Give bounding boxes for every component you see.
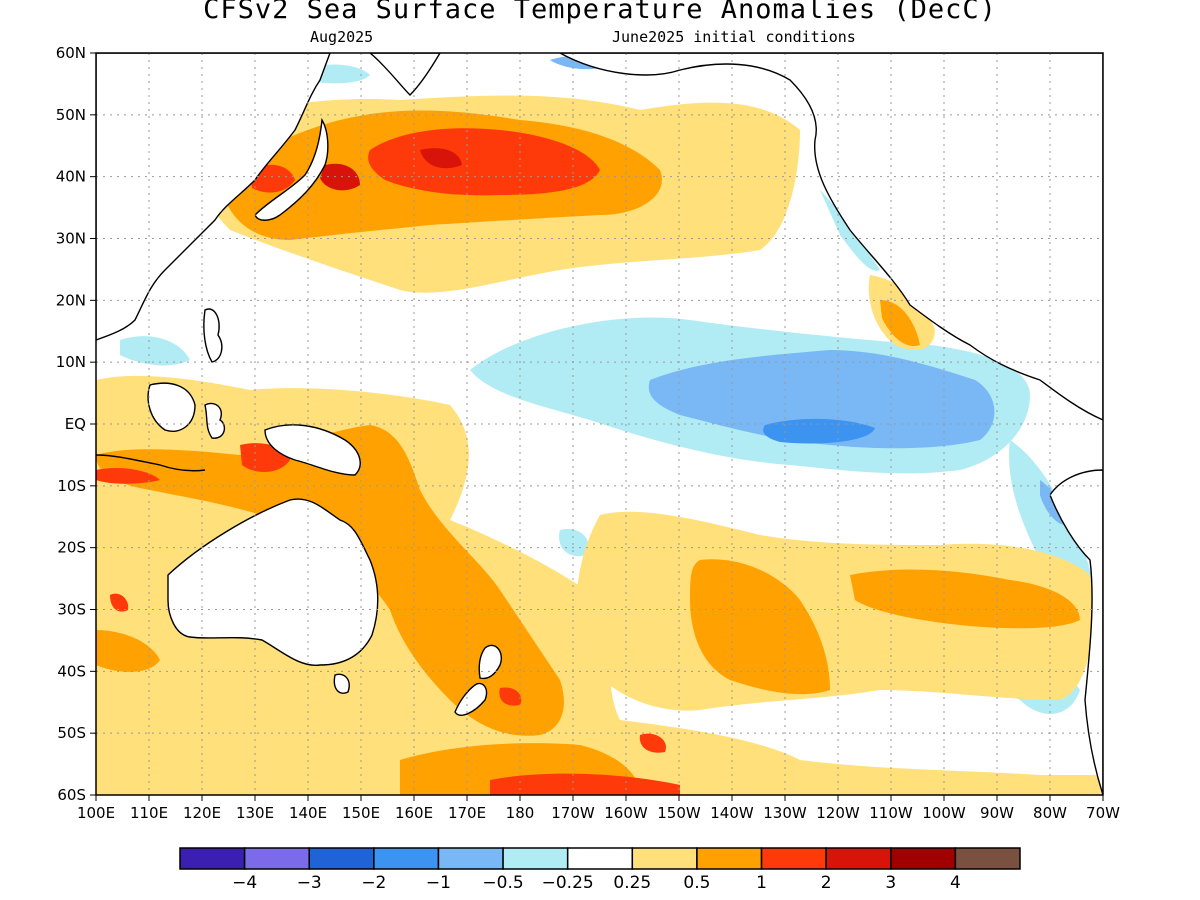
colorbar-swatch xyxy=(308,847,375,870)
lat-tick-label: 60S xyxy=(57,786,86,804)
lon-tick-label: 110W xyxy=(869,804,913,822)
lat-tick-label: EQ xyxy=(65,415,86,433)
colorbar-swatch xyxy=(373,847,440,870)
lon-tick-label: 90W xyxy=(980,804,1014,822)
lat-tick-label: 20N xyxy=(56,291,86,309)
lon-tick-label: 140W xyxy=(710,804,754,822)
chart-title: CFSv2 Sea Surface Temperature Anomalies … xyxy=(203,0,997,25)
lon-tick-label: 140E xyxy=(289,804,327,822)
colorbar-label: −4 xyxy=(232,873,257,893)
colorbar-label: −0.25 xyxy=(542,873,594,893)
colorbar-swatch xyxy=(760,847,827,870)
lon-tick-label: 70W xyxy=(1086,804,1120,822)
lat-tick-label: 40N xyxy=(56,168,86,186)
colorbar-label: 1 xyxy=(756,873,767,893)
lat-tick-label: 30N xyxy=(56,230,86,248)
colorbar-swatch xyxy=(631,847,698,870)
lon-tick-label: 120E xyxy=(183,804,221,822)
lon-tick-label: 100E xyxy=(77,804,115,822)
lat-tick-label: 20S xyxy=(57,539,86,557)
colorbar-swatch xyxy=(954,847,1021,870)
lat-tick-label: 50S xyxy=(57,724,86,742)
colorbar: −4 −3 −2 −1 −0.5 −0.25 0.25 0.5 1 2 3 4 xyxy=(179,847,1021,893)
lon-tick-label: 180 xyxy=(506,804,535,822)
lon-tick-label: 130W xyxy=(763,804,807,822)
colorbar-swatch xyxy=(243,847,310,870)
longitude-axis: 100E 110E 120E 130E 140E 150E 160E 170E 180 170W 1… xyxy=(77,795,1120,822)
lon-tick-label: 150E xyxy=(342,804,380,822)
lon-tick-label: 110E xyxy=(130,804,168,822)
colorbar-swatch xyxy=(825,847,892,870)
colorbar-label: −2 xyxy=(361,873,386,893)
lon-tick-label: 130E xyxy=(236,804,274,822)
colorbar-swatch xyxy=(179,847,246,870)
colorbar-label: 2 xyxy=(821,873,832,893)
lon-tick-label: 100W xyxy=(922,804,966,822)
colorbar-swatch xyxy=(566,847,634,870)
lon-tick-label: 80W xyxy=(1033,804,1067,822)
colorbar-swatch xyxy=(890,847,957,870)
colorbar-swatch xyxy=(502,847,569,870)
lon-tick-label: 160E xyxy=(395,804,433,822)
colorbar-label: −1 xyxy=(426,873,451,893)
lat-tick-label: 10N xyxy=(56,353,86,371)
lon-tick-label: 150W xyxy=(657,804,701,822)
lon-tick-label: 170W xyxy=(551,804,595,822)
lat-tick-label: 10S xyxy=(57,477,86,495)
latitude-axis: 60N 50N 40N 30N 20N 10N EQ 10S 20S 30S 40S 50S 60S xyxy=(56,44,96,804)
colorbar-label: 4 xyxy=(950,873,961,893)
lon-tick-label: 160W xyxy=(604,804,648,822)
lon-tick-label: 170E xyxy=(448,804,486,822)
colorbar-label: 0.5 xyxy=(683,873,710,893)
lat-tick-label: 40S xyxy=(57,662,86,680)
lat-tick-label: 30S xyxy=(57,601,86,619)
lon-tick-label: 120W xyxy=(816,804,860,822)
colorbar-label: −0.5 xyxy=(482,873,523,893)
colorbar-label: −3 xyxy=(297,873,322,893)
colorbar-swatch xyxy=(696,847,763,870)
coastlines xyxy=(96,53,1103,795)
colorbar-label: 3 xyxy=(885,873,896,893)
forecast-month: Aug2025 xyxy=(310,28,374,46)
colorbar-swatch xyxy=(437,847,504,870)
colorbar-label: 0.25 xyxy=(613,873,651,893)
lat-tick-label: 60N xyxy=(56,44,86,62)
lat-tick-label: 50N xyxy=(56,106,86,124)
initial-conditions: June2025 initial conditions xyxy=(612,28,856,46)
grid xyxy=(96,53,1103,795)
